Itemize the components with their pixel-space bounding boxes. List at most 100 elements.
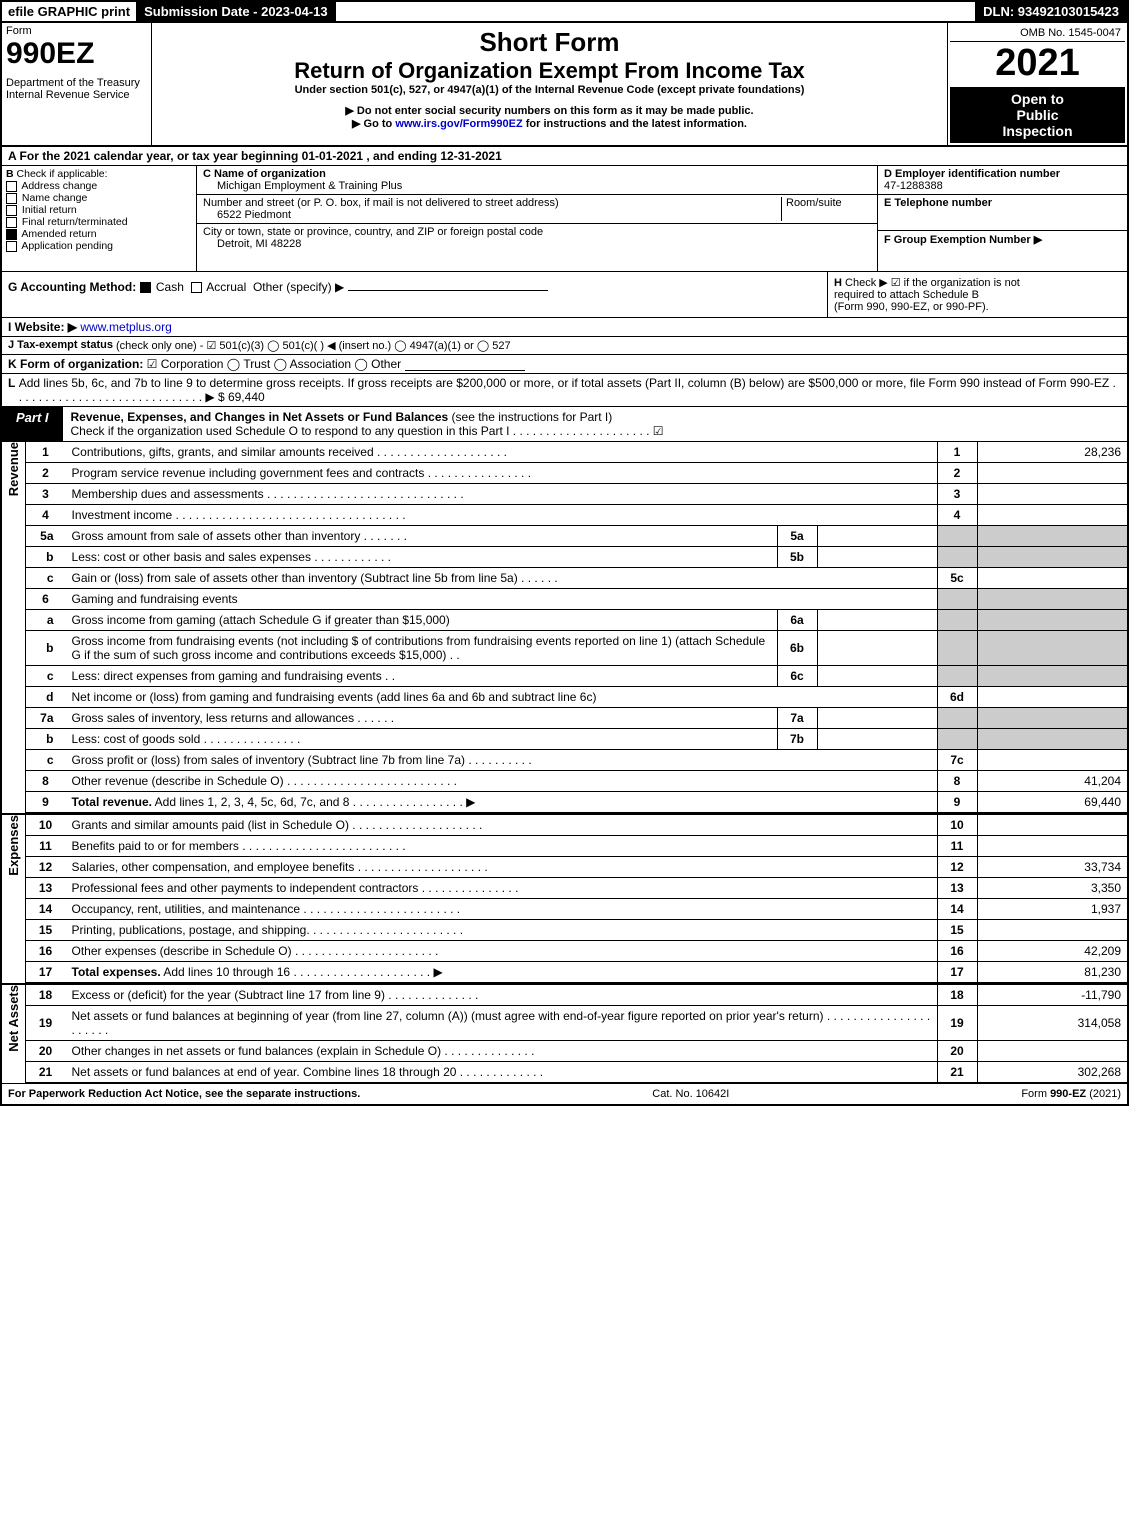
line-row: 1Contributions, gifts, grants, and simil… [26,442,1127,463]
open-to-public: Open to Public Inspection [950,87,1125,143]
revenue-block: Revenue 1Contributions, gifts, grants, a… [2,442,1127,813]
line-row: 2Program service revenue including gover… [26,463,1127,484]
line-row: aGross income from gaming (attach Schedu… [26,610,1127,631]
net-assets-table: 18Excess or (deficit) for the year (Subt… [26,985,1127,1083]
website-link[interactable]: www.metplus.org [80,320,171,334]
section-def: D Employer identification number 47-1288… [877,166,1127,271]
city-cell: City or town, state or province, country… [197,224,877,252]
page-footer: For Paperwork Reduction Act Notice, see … [0,1084,1129,1106]
line-row: 12Salaries, other compensation, and empl… [26,857,1127,878]
footer-center: Cat. No. 10642I [652,1088,729,1100]
checkbox-item[interactable]: Initial return [6,204,192,216]
omb-number: OMB No. 1545-0047 [950,25,1125,42]
checkbox-label: Name change [19,192,87,204]
line-row: 17Total expenses. Add lines 10 through 1… [26,962,1127,983]
line-row: 21Net assets or fund balances at end of … [26,1062,1127,1083]
section-a: A For the 2021 calendar year, or tax yea… [2,147,1127,166]
org-name: Michigan Employment & Training Plus [217,180,402,192]
checkbox[interactable] [6,181,17,192]
room-suite: Room/suite [781,197,871,221]
city: Detroit, MI 48228 [217,238,301,250]
dept-line-2: Internal Revenue Service [6,89,147,101]
footer-right: Form 990-EZ (2021) [1021,1088,1121,1100]
section-h: H Check ▶ ☑ if the organization is not r… [827,272,1127,317]
part-1-header: Part I Revenue, Expenses, and Changes in… [2,407,1127,442]
section-d: D Employer identification number 47-1288… [878,166,1127,195]
checkbox[interactable] [6,217,17,228]
revenue-side-label: Revenue [2,442,26,813]
org-name-cell: C Name of organization Michigan Employme… [197,166,877,195]
topbar: efile GRAPHIC print Submission Date - 20… [0,0,1129,23]
expenses-block: Expenses 10Grants and similar amounts pa… [2,813,1127,983]
footer-left: For Paperwork Reduction Act Notice, see … [8,1088,360,1100]
irs-link[interactable]: www.irs.gov/Form990EZ [395,118,522,130]
net-assets-side-label: Net Assets [2,985,26,1083]
ein: 47-1288388 [884,180,943,192]
line-row: 15Printing, publications, postage, and s… [26,920,1127,941]
line-row: bLess: cost or other basis and sales exp… [26,547,1127,568]
other-specify-input[interactable] [348,290,548,291]
efile-label: efile GRAPHIC print [2,2,136,21]
checkbox[interactable] [6,241,17,252]
line-row: bGross income from fundraising events (n… [26,631,1127,666]
checkbox-label: Amended return [19,228,97,240]
checkbox-item[interactable]: Amended return [6,228,192,240]
checkbox-label: Final return/terminated [19,216,128,228]
note-1: ▶ Do not enter social security numbers o… [156,104,943,117]
expenses-table: 10Grants and similar amounts paid (list … [26,815,1127,983]
checkbox[interactable] [6,205,17,216]
line-row: 18Excess or (deficit) for the year (Subt… [26,985,1127,1006]
header-right: OMB No. 1545-0047 2021 Open to Public In… [947,23,1127,145]
checkbox-item[interactable]: Name change [6,192,192,204]
line-row: cLess: direct expenses from gaming and f… [26,666,1127,687]
section-f: F Group Exemption Number ▶ [878,231,1127,271]
line-row: dNet income or (loss) from gaming and fu… [26,687,1127,708]
line-row: 3Membership dues and assessments . . . .… [26,484,1127,505]
part-1: Part I Revenue, Expenses, and Changes in… [0,407,1129,1084]
street-cell: Number and street (or P. O. box, if mail… [197,195,877,224]
main-title: Return of Organization Exempt From Incom… [156,58,943,84]
checkbox-label: Initial return [19,204,77,216]
line-row: 11Benefits paid to or for members . . . … [26,836,1127,857]
part-1-tab: Part I [2,407,63,441]
line-row: 19Net assets or fund balances at beginni… [26,1006,1127,1041]
line-row: bLess: cost of goods sold . . . . . . . … [26,729,1127,750]
expenses-side-label: Expenses [2,815,26,983]
checkbox-item[interactable]: Application pending [6,240,192,252]
checkbox-item[interactable]: Final return/terminated [6,216,192,228]
checkbox-item[interactable]: Address change [6,180,192,192]
header-left: Form 990EZ Department of the Treasury In… [2,23,152,145]
line-row: 7aGross sales of inventory, less returns… [26,708,1127,729]
submission-date: Submission Date - 2023-04-13 [136,2,336,21]
line-row: 14Occupancy, rent, utilities, and mainte… [26,899,1127,920]
tax-year: 2021 [950,42,1125,85]
accrual-checkbox[interactable] [191,282,202,293]
line-row: 10Grants and similar amounts paid (list … [26,815,1127,836]
subtitle: Under section 501(c), 527, or 4947(a)(1)… [156,84,943,96]
header-center: Short Form Return of Organization Exempt… [152,23,947,145]
sections-bcdef: B Check if applicable: Address change Na… [2,166,1127,272]
checkbox[interactable] [6,229,17,240]
line-row: 16Other expenses (describe in Schedule O… [26,941,1127,962]
form-number: 990EZ [6,37,147,71]
sections-gh: G Accounting Method: Cash Accrual Other … [2,272,1127,318]
street: 6522 Piedmont [217,209,291,221]
cash-checkbox[interactable] [140,282,151,293]
line-row: cGain or (loss) from sale of assets othe… [26,568,1127,589]
line-row: 13Professional fees and other payments t… [26,878,1127,899]
line-row: 6Gaming and fundraising events [26,589,1127,610]
section-k: K Form of organization: ☑ Corporation ◯ … [2,355,1127,374]
section-a-wrapper: A For the 2021 calendar year, or tax yea… [0,147,1129,407]
dept-line-1: Department of the Treasury [6,77,147,89]
line-row: 4Investment income . . . . . . . . . . .… [26,505,1127,526]
section-i: I Website: ▶ www.metplus.org [2,318,1127,337]
part-1-title: Revenue, Expenses, and Changes in Net As… [63,407,1127,441]
section-c: C Name of organization Michigan Employme… [197,166,877,271]
short-form-title: Short Form [156,27,943,58]
line-row: cGross profit or (loss) from sales of in… [26,750,1127,771]
checkbox[interactable] [6,193,17,204]
revenue-table: 1Contributions, gifts, grants, and simil… [26,442,1127,813]
line-row: 5aGross amount from sale of assets other… [26,526,1127,547]
form-word: Form [6,25,147,37]
checkbox-label: Address change [19,180,97,192]
